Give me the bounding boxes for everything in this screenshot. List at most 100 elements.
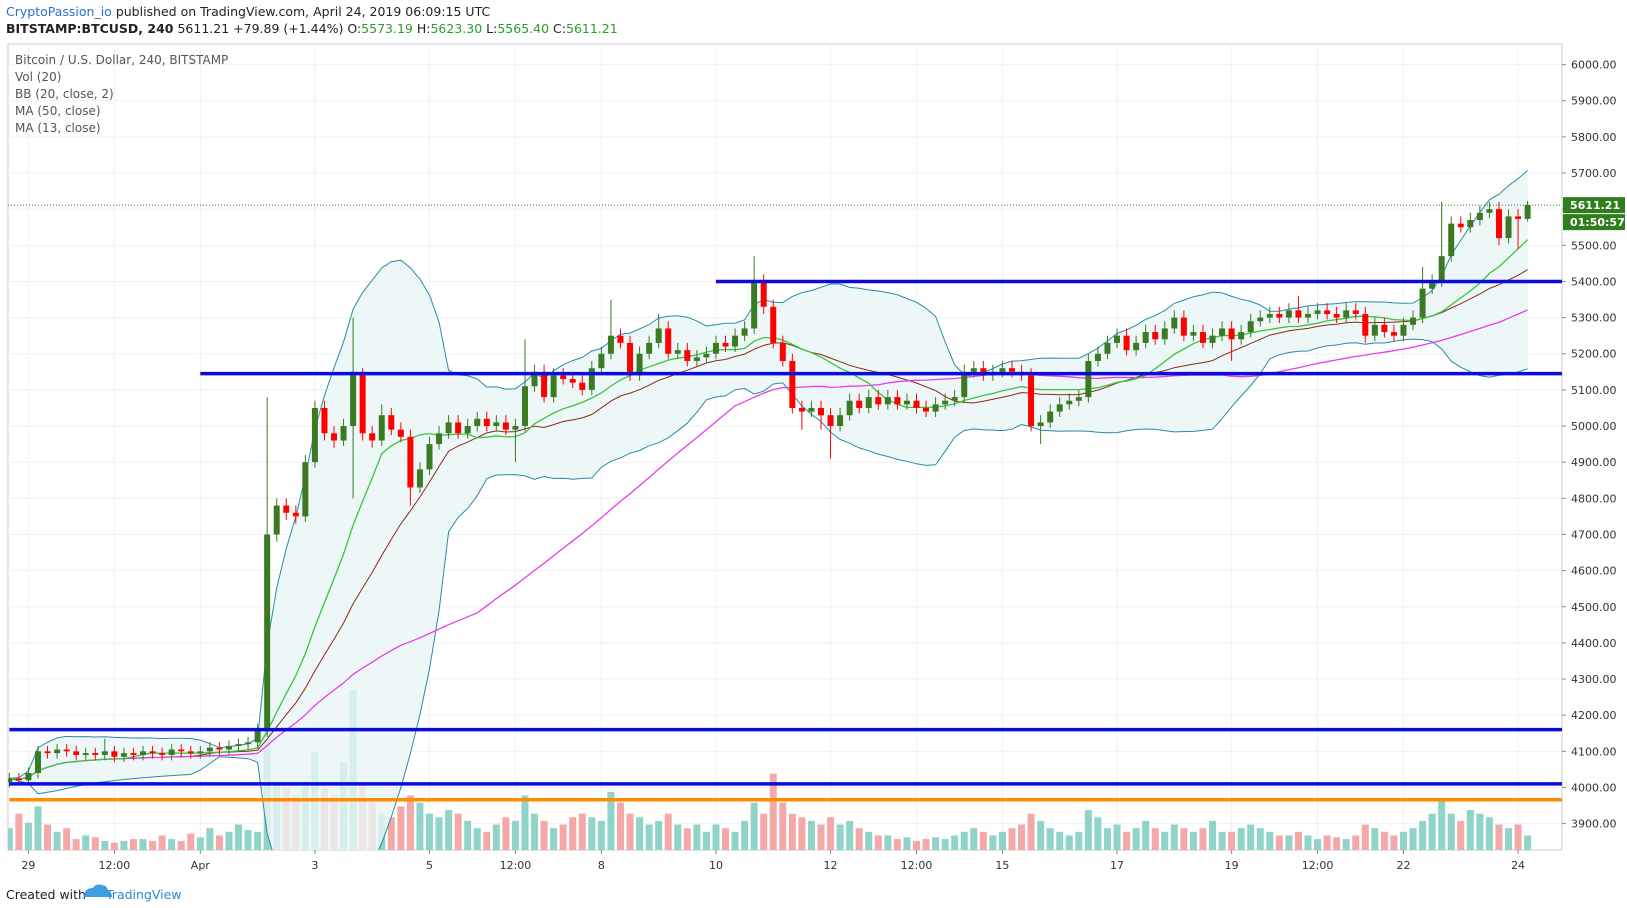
volume-bar [1505, 828, 1513, 850]
volume-bar [1409, 828, 1417, 850]
volume-bar [1113, 824, 1121, 850]
volume-bar [1170, 824, 1178, 850]
volume-bar [683, 828, 691, 850]
candle-body [474, 418, 481, 427]
h-label: H: [416, 21, 431, 36]
volume-bar [1046, 828, 1054, 850]
volume-bar [177, 840, 185, 850]
y-tick-label: 5800.00 [1571, 131, 1617, 144]
x-tick-label: 29 [21, 859, 35, 872]
volume-bar [235, 824, 243, 850]
volume-bar [1304, 835, 1312, 850]
x-tick-label: 19 [1225, 859, 1239, 872]
volume-bar [473, 828, 481, 850]
candle-body [1352, 310, 1359, 314]
volume-bar [1209, 820, 1217, 850]
candle-body [1199, 332, 1206, 343]
candle-body [1094, 353, 1101, 361]
candle-body [598, 353, 605, 369]
candle-body [837, 415, 844, 427]
candle-body [808, 407, 815, 412]
volume-bar [1514, 824, 1522, 850]
volume-bar [406, 795, 414, 850]
volume-bar [817, 824, 825, 850]
volume-bar [215, 835, 223, 850]
volume-bar [722, 828, 730, 850]
y-tick-label: 4600.00 [1571, 565, 1617, 578]
volume-bar [1419, 820, 1427, 850]
publish-line: CryptoPassion_io published on TradingVie… [6, 3, 618, 20]
volume-bar [912, 840, 920, 850]
volume-bar [8, 828, 13, 850]
volume-bar [72, 839, 80, 850]
footer-brand[interactable]: TradingView [105, 887, 182, 902]
volume-bar [798, 817, 806, 850]
candle-body [798, 407, 805, 412]
candle-body [1400, 324, 1407, 336]
candle-body [951, 397, 958, 401]
candle-body [283, 505, 290, 513]
volume-bar [187, 833, 195, 850]
volume-bar [24, 822, 32, 850]
volume-bar [893, 839, 901, 850]
volume-bar [807, 820, 815, 850]
y-tick-label: 4300.00 [1571, 673, 1617, 686]
candle-body [1505, 216, 1512, 239]
volume-bar [836, 824, 844, 850]
volume-bar [1189, 831, 1197, 850]
volume-bar [769, 773, 777, 850]
bb-upper [9, 170, 1528, 779]
candle-body [321, 407, 328, 434]
candle-body [350, 371, 357, 427]
volume-bar [1447, 813, 1455, 850]
volume-bar [1399, 831, 1407, 850]
volume-bar [502, 817, 510, 850]
volume-bar [1228, 831, 1236, 850]
candle-body [1295, 310, 1302, 318]
volume-bar [1371, 828, 1379, 850]
last-price-label: 5611.21 [1570, 199, 1620, 212]
candle-body [1324, 310, 1331, 314]
volume-bar [1008, 828, 1016, 850]
volume-bar [435, 817, 443, 850]
volume-bar [387, 817, 395, 850]
candle-body [856, 400, 863, 408]
candle-body [101, 751, 108, 755]
candle-body [789, 360, 796, 408]
volume-bar [779, 802, 787, 850]
volume-bar [970, 828, 978, 850]
volume-bar [82, 835, 90, 850]
volume-bar [1123, 831, 1131, 850]
candle-body [1314, 310, 1321, 314]
l-label: L: [486, 21, 498, 36]
candle-body [1457, 223, 1464, 228]
candle-body [1219, 328, 1226, 336]
legend: Bitcoin / U.S. Dollar, 240, BITSTAMP Vol… [15, 53, 228, 135]
candle-body [407, 436, 414, 488]
volume-bar [206, 828, 214, 850]
published: published on TradingView.com, April 24, … [115, 4, 491, 19]
candle-body [502, 422, 509, 430]
volume-bar [1352, 835, 1360, 850]
candle-body [1381, 324, 1388, 333]
volume-bar [616, 802, 624, 850]
candle-body [1238, 332, 1245, 340]
h: 5623.30 [430, 21, 483, 36]
y-tick-label: 5100.00 [1571, 384, 1617, 397]
y-tick-label: 5000.00 [1571, 420, 1617, 433]
candle-body [1171, 317, 1178, 329]
candle-body [827, 415, 834, 427]
candle-body [722, 342, 729, 347]
volume-bar [540, 820, 548, 850]
candle-body [665, 328, 672, 354]
candle-body [273, 505, 280, 535]
candle-body [1114, 335, 1121, 343]
volume-bar [1084, 810, 1092, 850]
candle-body [1448, 223, 1455, 257]
volume-bar [511, 820, 519, 850]
volume-bar [225, 831, 233, 850]
author[interactable]: CryptoPassion_io [6, 4, 112, 19]
candle-body [264, 534, 271, 730]
tradingview-logo[interactable] [84, 884, 112, 897]
candle-body [932, 404, 939, 412]
